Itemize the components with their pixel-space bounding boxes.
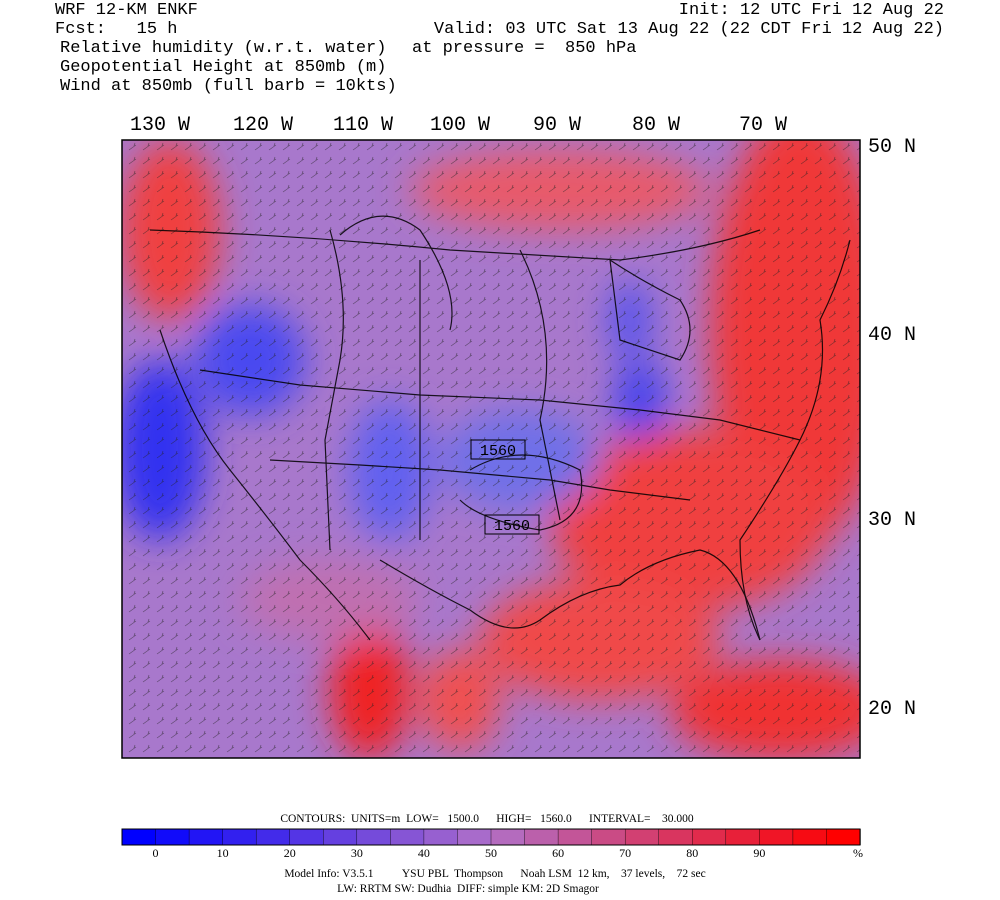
colorbar-tick-label: 40 bbox=[418, 846, 430, 860]
colorbar-segment bbox=[323, 828, 358, 846]
colorbar-unit: % bbox=[853, 846, 863, 860]
colorbar-segment bbox=[792, 828, 828, 846]
colorbar-segment bbox=[155, 828, 190, 846]
pressure-label: at pressure = 850 hPa bbox=[412, 39, 636, 58]
longitude-label: 100 W bbox=[430, 114, 490, 137]
latitude-label: 40 N bbox=[868, 324, 916, 347]
header-line: Geopotential Height at 850mb (m) bbox=[60, 58, 386, 77]
colorbar-segment bbox=[255, 828, 291, 846]
colorbar-segment bbox=[759, 828, 794, 846]
colorbar-segment bbox=[490, 828, 526, 846]
colorbar-segment bbox=[591, 828, 626, 846]
contour-label: 1560 bbox=[480, 443, 516, 460]
longitude-label: 110 W bbox=[333, 114, 393, 137]
latitude-label: 30 N bbox=[868, 509, 916, 532]
longitude-label: 90 W bbox=[533, 114, 581, 137]
longitude-label: 130 W bbox=[130, 114, 190, 137]
colorbar-tick-label: 90 bbox=[753, 846, 765, 860]
colorbar-tick-label: 30 bbox=[351, 846, 363, 860]
colorbar-tick-label: 70 bbox=[619, 846, 631, 860]
colorbar-tick-label: 0 bbox=[153, 846, 159, 860]
colorbar-tick-label: 50 bbox=[485, 846, 497, 860]
header-line: WRF 12-KM ENKF bbox=[55, 1, 198, 20]
longitude-label: 120 W bbox=[233, 114, 293, 137]
latitude-label: 50 N bbox=[868, 136, 916, 159]
map bbox=[122, 140, 860, 758]
colorbar bbox=[121, 828, 861, 846]
contour-label-box bbox=[484, 514, 540, 535]
header-line: Init: 12 UTC Fri 12 Aug 22 bbox=[679, 1, 944, 20]
colorbar-segment bbox=[390, 828, 425, 846]
contour-label: 1560 bbox=[494, 518, 530, 535]
colorbar-frame bbox=[121, 828, 861, 846]
header-line: Valid: 03 UTC Sat 13 Aug 22 (22 CDT Fri … bbox=[434, 20, 944, 39]
colorbar-tick-label: 80 bbox=[686, 846, 698, 860]
colorbar-segment bbox=[457, 828, 492, 846]
colorbar-segment bbox=[289, 828, 324, 846]
model-info: Model Info: V3.5.1 YSU PBL Thompson Noah… bbox=[284, 868, 705, 880]
longitude-label: 70 W bbox=[739, 114, 787, 137]
header-line: Fcst: 15 h bbox=[55, 20, 177, 39]
colorbar-tick-label: 10 bbox=[217, 846, 229, 860]
colorbar-segment bbox=[725, 828, 761, 846]
colorbar-segment bbox=[188, 828, 224, 846]
colorbar-segment bbox=[356, 828, 392, 846]
colorbar-segment bbox=[222, 828, 257, 846]
colorbar-segment bbox=[624, 828, 660, 846]
contours-info: CONTOURS: UNITS=m LOW= 1500.0 HIGH= 1560… bbox=[280, 813, 694, 825]
colorbar-segment bbox=[121, 828, 157, 846]
colorbar-segment bbox=[423, 828, 459, 846]
map-frame bbox=[121, 139, 861, 759]
latitude-label: 20 N bbox=[868, 698, 916, 721]
physics-info: LW: RRTM SW: Dudhia DIFF: simple KM: 2D … bbox=[337, 883, 599, 895]
colorbar-segment bbox=[658, 828, 693, 846]
colorbar-segment bbox=[826, 828, 861, 846]
header-line: Relative humidity (w.r.t. water) bbox=[60, 39, 386, 58]
colorbar-segment bbox=[557, 828, 593, 846]
header-line: Wind at 850mb (full barb = 10kts) bbox=[60, 77, 397, 96]
colorbar-tick-label: 20 bbox=[284, 846, 296, 860]
longitude-label: 80 W bbox=[632, 114, 680, 137]
colorbar-segment bbox=[692, 828, 727, 846]
colorbar-tick-label: 60 bbox=[552, 846, 564, 860]
colorbar-segment bbox=[524, 828, 559, 846]
contour-label-box bbox=[470, 439, 526, 460]
